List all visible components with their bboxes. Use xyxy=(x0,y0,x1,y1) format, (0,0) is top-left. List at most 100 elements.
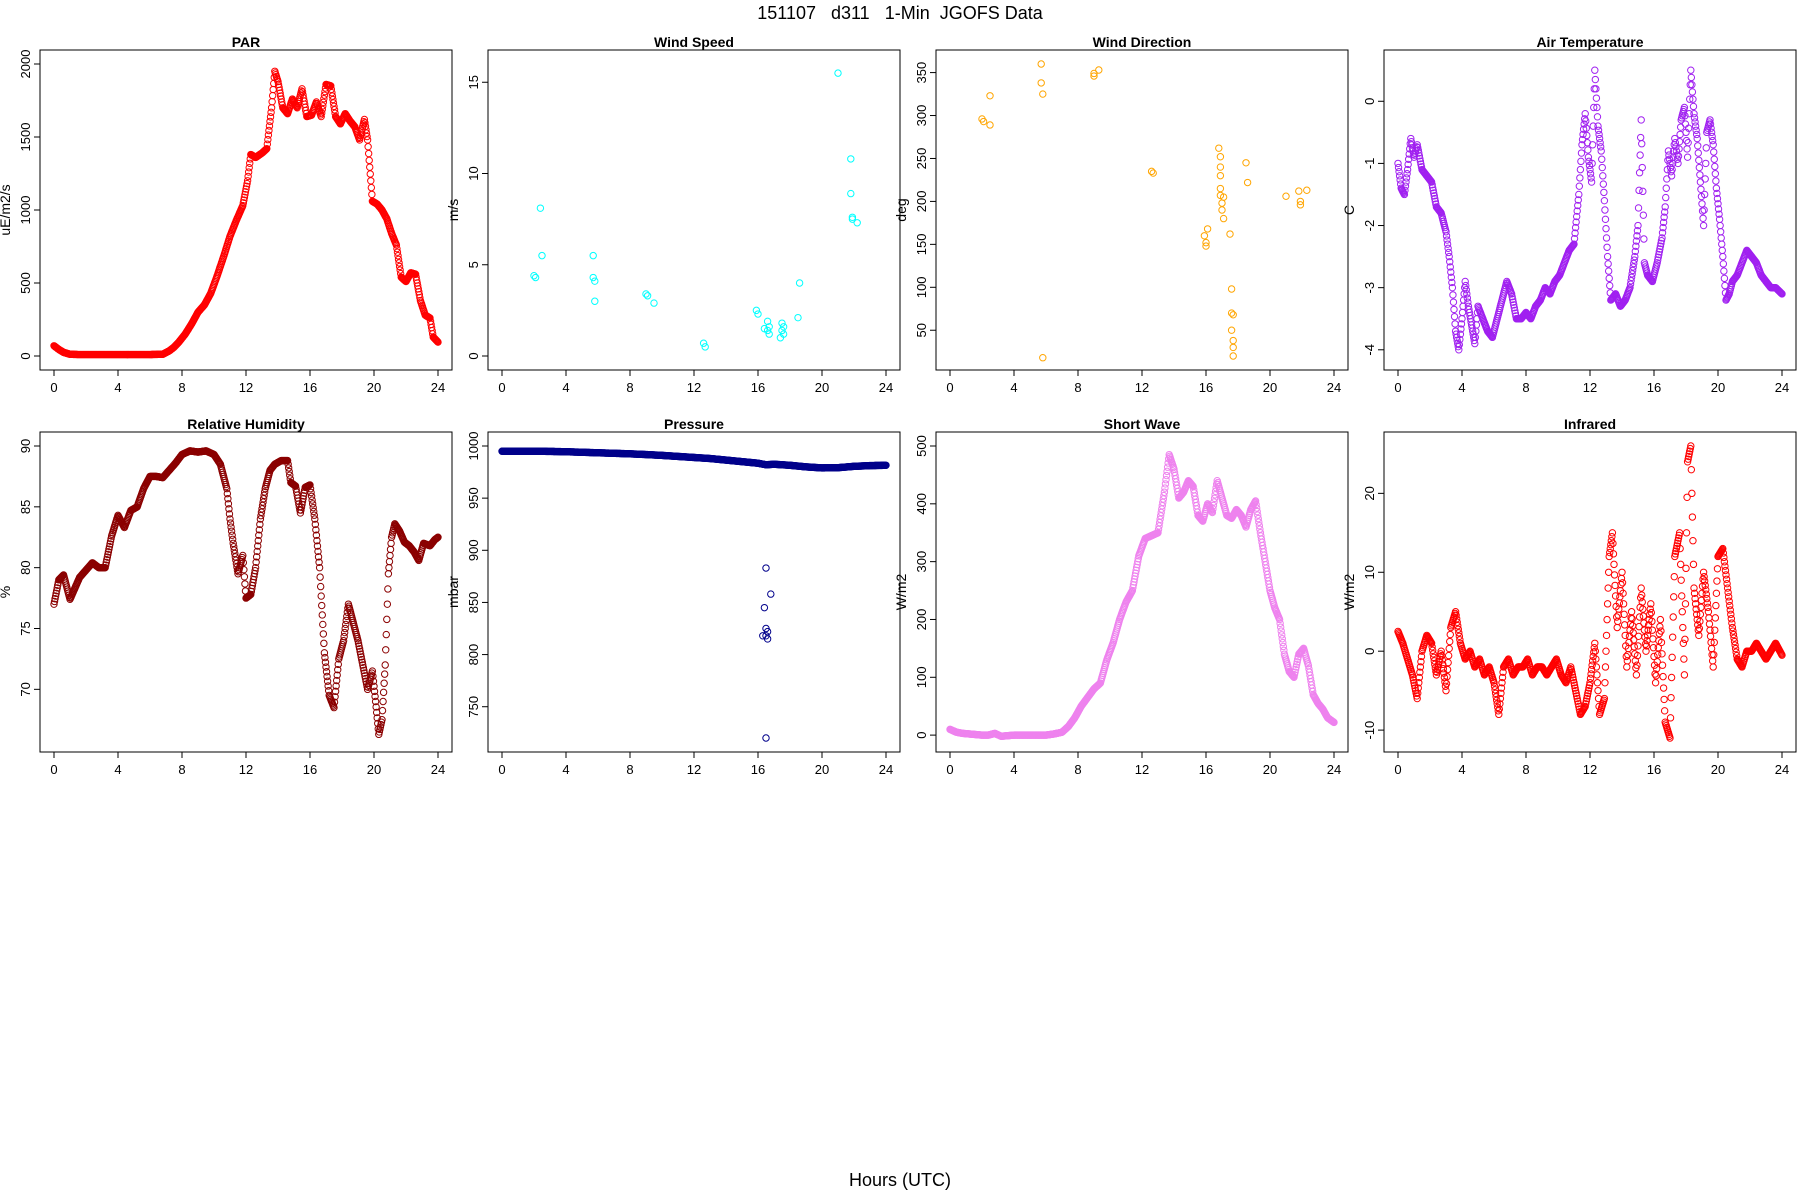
data-point xyxy=(313,536,321,545)
data-point xyxy=(1714,205,1723,213)
data-point xyxy=(370,687,379,696)
y-tick-label: 950 xyxy=(466,487,481,509)
data-point xyxy=(1628,266,1637,275)
data-point xyxy=(231,553,240,561)
data-point xyxy=(317,112,325,121)
data-point xyxy=(357,653,365,661)
x-tick-label: 16 xyxy=(1199,380,1213,395)
data-point xyxy=(1708,136,1717,145)
data-point xyxy=(1601,215,1610,224)
data-point xyxy=(1430,189,1438,197)
x-tick-label: 20 xyxy=(367,380,381,395)
data-point xyxy=(228,535,237,543)
data-point xyxy=(1623,663,1631,671)
y-tick-label: -2 xyxy=(1362,220,1377,232)
data-point xyxy=(323,677,332,685)
data-point xyxy=(1160,491,1168,500)
data-point xyxy=(591,277,599,285)
data-point xyxy=(256,520,264,529)
data-point xyxy=(1570,679,1578,687)
data-point xyxy=(1256,525,1264,533)
data-point xyxy=(1156,512,1165,520)
data-point xyxy=(1265,583,1274,592)
data-point xyxy=(1659,223,1667,232)
data-point xyxy=(1651,670,1659,678)
data-point xyxy=(1612,613,1621,621)
data-point xyxy=(1410,679,1418,687)
y-tick-label: 90 xyxy=(18,439,33,453)
data-point xyxy=(1456,636,1464,644)
data-point xyxy=(1216,163,1225,171)
data-point xyxy=(1620,621,1629,629)
y-tick-label: 15 xyxy=(466,75,481,89)
data-point xyxy=(1037,79,1045,87)
data-point xyxy=(371,692,379,701)
data-point xyxy=(1610,571,1619,579)
data-point xyxy=(1218,199,1226,207)
data-point xyxy=(327,82,335,90)
data-point xyxy=(1587,174,1595,182)
data-point xyxy=(330,106,339,114)
data-point xyxy=(1694,149,1702,157)
data-point xyxy=(1394,163,1403,172)
data-point xyxy=(332,682,340,690)
data-point xyxy=(1660,695,1668,704)
x-tick-label: 0 xyxy=(946,380,953,395)
data-point xyxy=(1439,665,1448,673)
data-point xyxy=(986,121,994,129)
data-point xyxy=(101,563,109,572)
data-point xyxy=(1607,540,1615,549)
data-point xyxy=(1643,631,1652,640)
data-point xyxy=(1729,630,1738,639)
data-point xyxy=(227,523,235,531)
data-point xyxy=(1414,146,1422,154)
data-point xyxy=(284,464,293,472)
data-point xyxy=(52,586,61,595)
data-point xyxy=(1720,267,1728,275)
y-axis-label: deg xyxy=(893,198,909,221)
data-point xyxy=(1605,274,1613,283)
data-point xyxy=(318,611,326,619)
data-point xyxy=(1571,686,1580,695)
data-point xyxy=(1622,652,1630,661)
x-tick-label: 16 xyxy=(1647,762,1661,777)
data-point xyxy=(1568,668,1576,676)
data-point xyxy=(1613,623,1621,632)
data-point xyxy=(51,595,59,603)
data-point xyxy=(1692,605,1700,613)
data-point xyxy=(1656,615,1665,624)
data-point xyxy=(1226,230,1234,238)
y-tick-label: 50 xyxy=(914,323,929,337)
data-point xyxy=(1579,130,1587,139)
y-tick-label: 0 xyxy=(1362,98,1377,105)
data-point xyxy=(1296,197,1305,206)
data-point xyxy=(1719,252,1727,261)
data-point xyxy=(307,488,315,497)
data-point xyxy=(368,667,377,675)
data-point xyxy=(1442,228,1450,236)
data-point xyxy=(1695,163,1704,172)
y-tick-label: 350 xyxy=(914,62,929,84)
data-point xyxy=(251,563,260,572)
data-point xyxy=(1719,549,1728,557)
data-point xyxy=(1490,682,1499,690)
data-point xyxy=(1681,600,1690,608)
data-point xyxy=(252,558,260,566)
data-point xyxy=(1642,642,1651,650)
data-point xyxy=(1720,274,1729,283)
data-point xyxy=(1667,673,1676,682)
data-point xyxy=(104,548,113,556)
data-point xyxy=(1594,126,1603,134)
data-point xyxy=(1394,159,1402,168)
data-point xyxy=(1708,657,1717,665)
data-point xyxy=(268,98,276,106)
y-tick-label: 0 xyxy=(1362,648,1377,655)
data-point xyxy=(1697,603,1705,612)
plot-frame xyxy=(1383,431,1797,753)
data-point xyxy=(1634,221,1642,230)
data-point xyxy=(1569,673,1577,682)
data-point xyxy=(1627,273,1636,282)
data-point xyxy=(1216,153,1225,161)
